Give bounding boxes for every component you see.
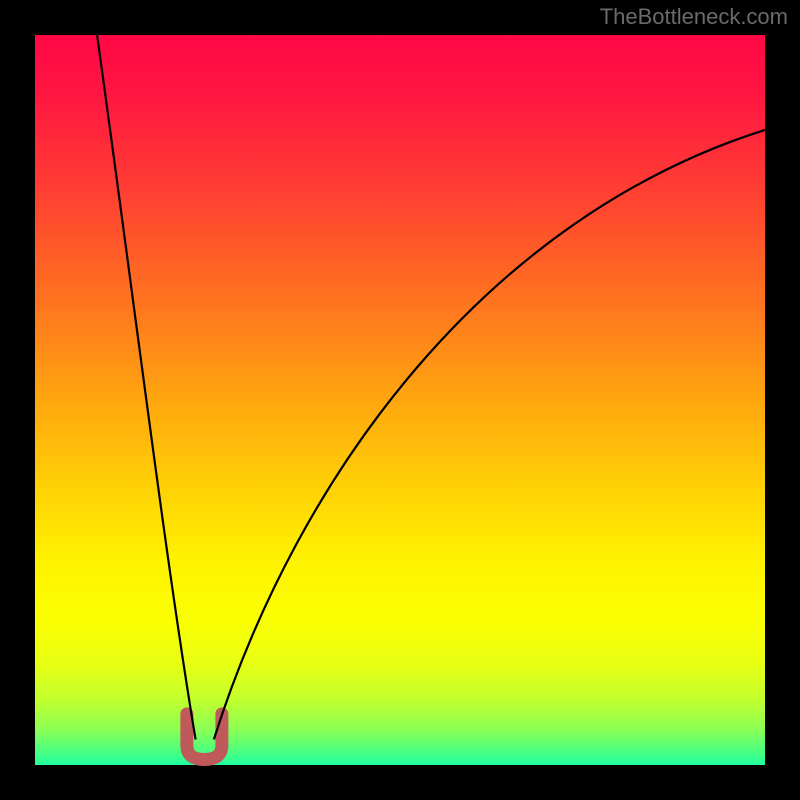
chart-svg: [0, 0, 800, 800]
chart-container: TheBottleneck.com: [0, 0, 800, 800]
plot-background: [35, 35, 765, 765]
